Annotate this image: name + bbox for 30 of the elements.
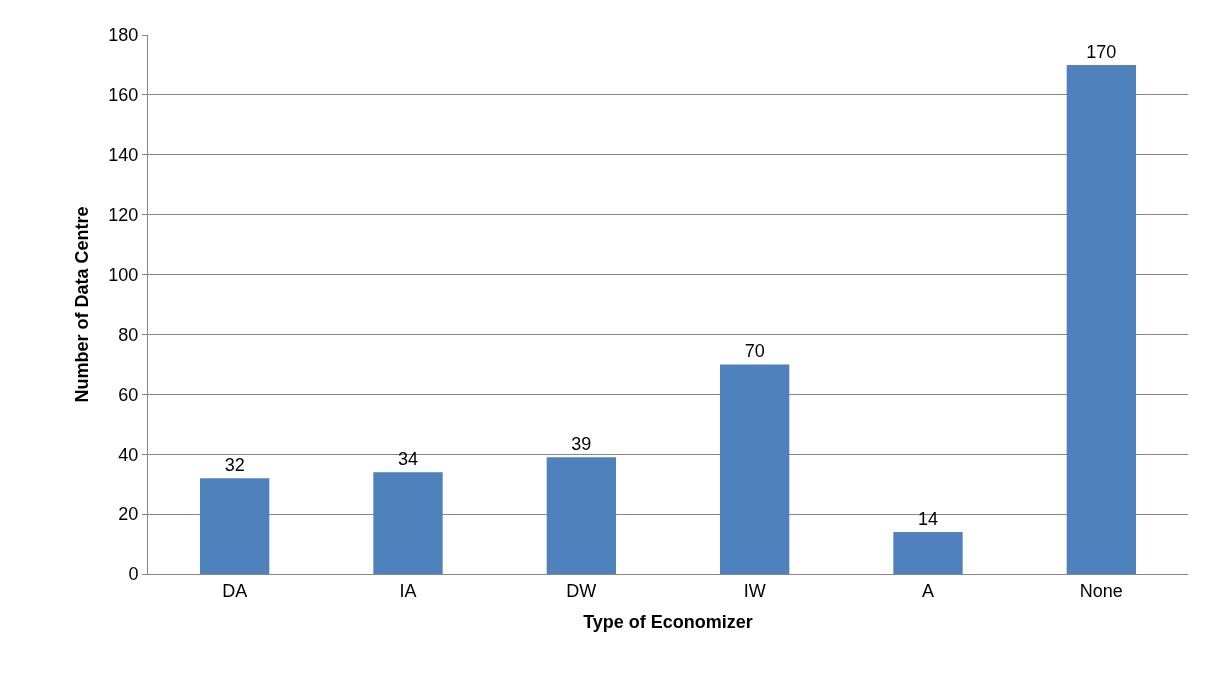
x-axis-title: Type of Economizer [583,611,753,632]
x-tick-label: DW [566,580,597,601]
data-label: 39 [571,434,592,455]
data-label: 170 [1086,41,1117,62]
bar [200,478,270,574]
bar [893,532,963,574]
y-tick-label: 140 [108,145,139,166]
x-tick-label: None [1079,580,1123,601]
y-axis-title: Number of Data Centre [71,206,92,403]
x-tick-label: DA [222,580,248,601]
x-tick-label: IW [743,580,766,601]
y-tick-label: 20 [118,504,139,525]
y-tick-label: 80 [118,324,139,345]
data-label: 70 [744,341,765,362]
bar [720,364,790,574]
bar [546,457,616,574]
x-tick-label: A [921,580,935,601]
y-tick-label: 0 [128,564,139,585]
y-tick-label: 40 [118,444,139,465]
y-tick-label: 60 [118,384,139,405]
bar [1066,64,1136,574]
y-tick-label: 160 [108,85,139,106]
y-tick-label: 100 [108,264,139,285]
data-label: 32 [224,455,245,476]
data-label: 14 [917,509,939,530]
y-tick-label: 180 [108,25,139,46]
bar [373,472,443,574]
x-tick-label: IA [399,580,417,601]
y-tick-label: 120 [108,204,139,225]
data-label: 34 [397,449,419,470]
